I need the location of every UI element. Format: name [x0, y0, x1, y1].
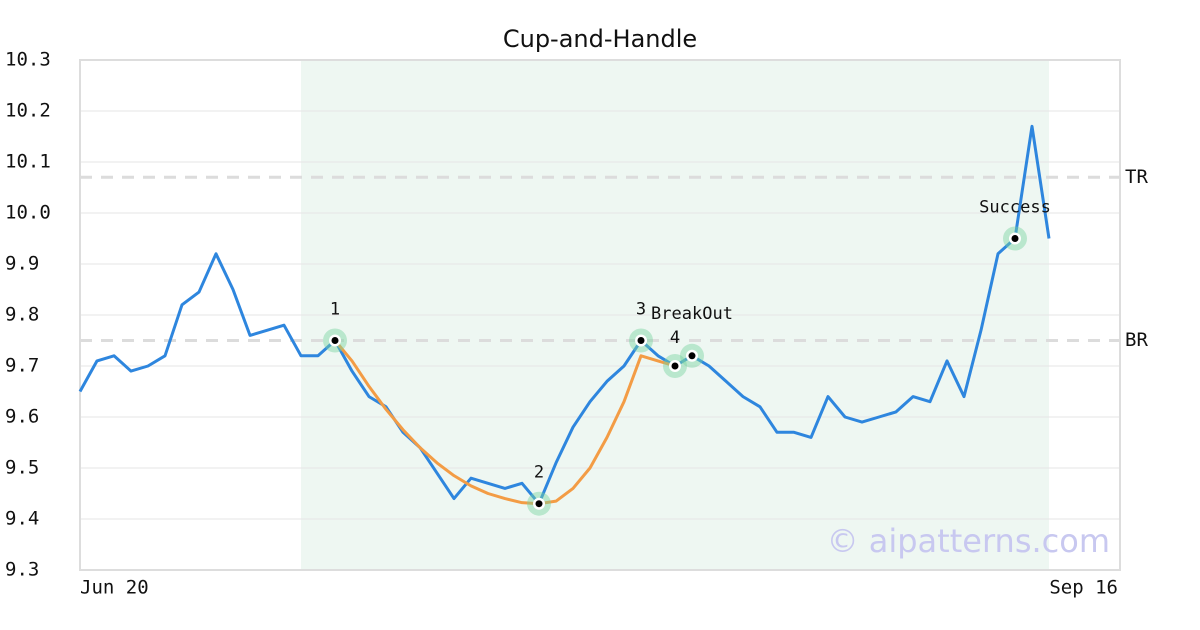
- pivot-label: 3: [636, 300, 646, 320]
- y-tick-label: 10.3: [5, 49, 51, 71]
- pivot-label: 1: [330, 300, 340, 320]
- pivot-dot: [637, 337, 645, 344]
- pivot-label: Success: [979, 198, 1051, 218]
- y-tick-label: 10.0: [5, 202, 51, 224]
- pivot-dot: [1011, 235, 1019, 242]
- pivot-dot: [535, 500, 543, 508]
- x-tick-label: Sep 16: [1049, 577, 1118, 599]
- watermark: © aipatterns.com: [827, 522, 1110, 560]
- pivot-label: BreakOut: [651, 304, 733, 324]
- plot-frame: [79, 59, 1121, 571]
- y-tick-label: 10.2: [5, 100, 51, 122]
- pivot-label: 4: [670, 328, 680, 348]
- y-tick-label: 9.9: [5, 253, 39, 275]
- y-tick-label: 9.4: [5, 508, 39, 530]
- chart-title: Cup-and-Handle: [503, 25, 697, 53]
- pivot-dot: [671, 362, 679, 370]
- pivot-label: 2: [534, 463, 544, 483]
- level-label: TR: [1125, 166, 1148, 188]
- x-tick-label: Jun 20: [80, 577, 149, 599]
- pivot-dot: [688, 352, 696, 360]
- price-line: [333, 339, 676, 506]
- y-tick-label: 9.3: [5, 559, 39, 581]
- y-tick-label: 9.6: [5, 406, 39, 428]
- y-tick-label: 9.8: [5, 304, 39, 326]
- y-tick-label: 10.1: [5, 151, 51, 173]
- level-label: BR: [1125, 329, 1148, 351]
- pivot-dot: [331, 337, 339, 344]
- price-line: [78, 124, 1051, 506]
- y-tick-label: 9.5: [5, 457, 39, 479]
- y-tick-label: 9.7: [5, 355, 39, 377]
